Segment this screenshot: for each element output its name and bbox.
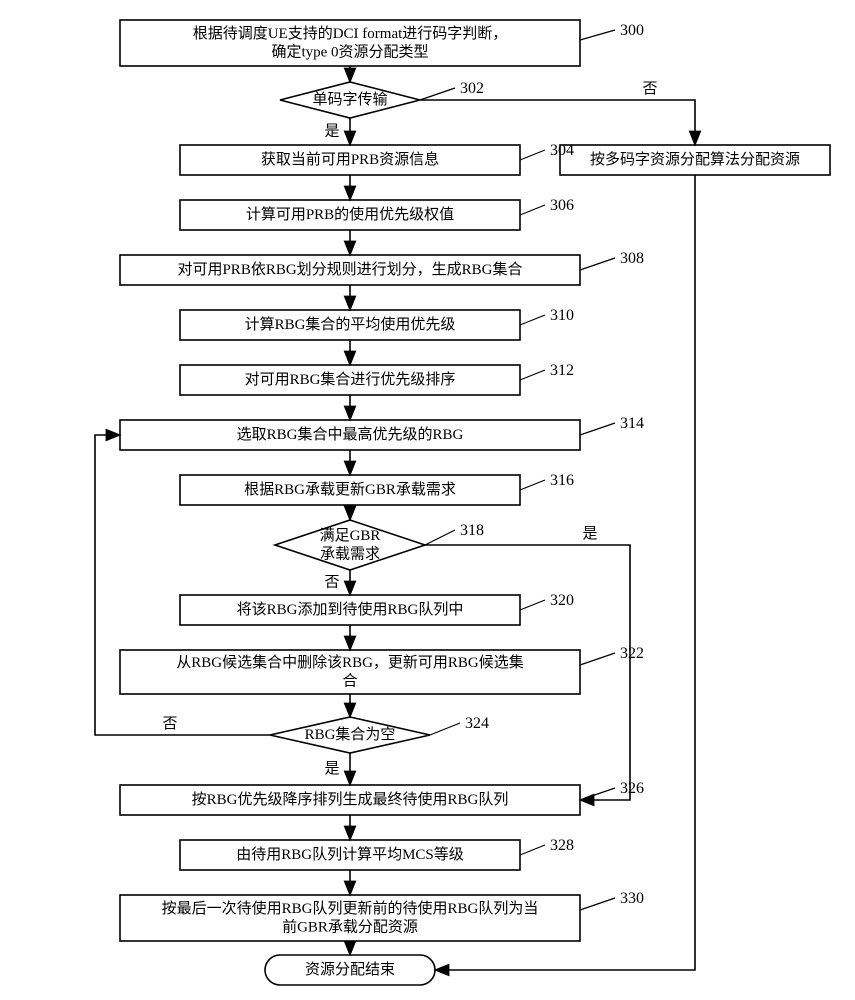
svg-text:单码字传输: 单码字传输 <box>312 91 387 108</box>
edge-label: 是 <box>582 526 597 542</box>
svg-text:从RBG候选集合中删除该RBG，更新可用RBG候选集: 从RBG候选集合中删除该RBG，更新可用RBG候选集 <box>176 654 524 671</box>
ref-number: 318 <box>460 522 484 539</box>
ref-number: 316 <box>550 472 574 489</box>
ref-number: 308 <box>620 250 644 267</box>
svg-text:按RBG优先级降序排列生成最终待使用RBG队列: 按RBG优先级降序排列生成最终待使用RBG队列 <box>192 791 509 808</box>
edge-label: 否 <box>642 81 657 97</box>
ref-number: 300 <box>620 22 644 39</box>
svg-text:合: 合 <box>342 673 357 690</box>
ref-number: 302 <box>460 80 484 97</box>
ref-number: 314 <box>620 415 644 432</box>
svg-text:RBG集合为空: RBG集合为空 <box>305 726 396 743</box>
ref-number: 330 <box>620 890 644 907</box>
ref-leader <box>580 423 615 435</box>
ref-leader <box>430 723 460 735</box>
ref-leader <box>580 258 615 270</box>
svg-text:按最后一次待使用RBG队列更新前的待使用RBG队列为当: 按最后一次待使用RBG队列更新前的待使用RBG队列为当 <box>162 900 539 917</box>
ref-number: 304 <box>550 142 574 159</box>
ref-leader <box>580 788 615 800</box>
ref-leader <box>580 30 615 40</box>
edge <box>420 100 695 145</box>
ref-leader <box>520 315 545 325</box>
ref-leader <box>580 653 615 665</box>
ref-number: 322 <box>620 645 644 662</box>
svg-text:前GBR承载分配资源: 前GBR承载分配资源 <box>282 919 418 936</box>
svg-text:对可用RBG集合进行优先级排序: 对可用RBG集合进行优先级排序 <box>245 371 456 388</box>
svg-text:根据RBG承载更新GBR承载需求: 根据RBG承载更新GBR承载需求 <box>244 481 456 498</box>
svg-text:计算可用PRB的使用优先级权值: 计算可用PRB的使用优先级权值 <box>246 205 454 223</box>
edge-label: 否 <box>162 716 177 732</box>
edge-label: 否 <box>324 575 339 591</box>
svg-text:将该RBG添加到待使用RBG队列中: 将该RBG添加到待使用RBG队列中 <box>237 601 464 618</box>
ref-leader <box>520 370 545 380</box>
ref-number: 306 <box>550 197 574 214</box>
svg-text:对可用PRB依RBG划分规则进行划分，生成RBG集合: 对可用PRB依RBG划分规则进行划分，生成RBG集合 <box>177 261 522 278</box>
edge-label: 是 <box>324 124 339 140</box>
ref-leader <box>520 600 545 610</box>
ref-number: 326 <box>620 780 644 797</box>
edge-label: 是 <box>324 761 339 777</box>
svg-text:选取RBG集合中最高优先级的RBG: 选取RBG集合中最高优先级的RBG <box>237 426 464 443</box>
ref-leader <box>520 845 545 855</box>
svg-text:资源分配结束: 资源分配结束 <box>305 961 395 978</box>
svg-text:由待用RBG队列计算平均MCS等级: 由待用RBG队列计算平均MCS等级 <box>236 845 464 863</box>
ref-leader <box>420 88 455 100</box>
ref-leader <box>580 898 615 910</box>
svg-text:满足GBR: 满足GBR <box>320 527 381 544</box>
flowchart: 根据待调度UE支持的DCI format进行码字判断， 确定type 0资源分配类… <box>0 0 855 1000</box>
svg-text:获取当前可用PRB资源信息: 获取当前可用PRB资源信息 <box>261 151 439 168</box>
ref-leader <box>520 150 545 160</box>
svg-text:计算RBG集合的平均使用优先级: 计算RBG集合的平均使用优先级 <box>245 315 456 333</box>
ref-number: 310 <box>550 307 574 324</box>
ref-leader <box>520 205 545 215</box>
ref-number: 328 <box>550 837 574 854</box>
svg-text:根据待调度UE支持的DCI format进行码字判断，: 根据待调度UE支持的DCI format进行码字判断， <box>193 25 508 42</box>
ref-number: 320 <box>550 592 574 609</box>
svg-text:承载需求: 承载需求 <box>320 546 380 563</box>
ref-number: 312 <box>550 362 574 379</box>
ref-leader <box>520 480 545 490</box>
svg-text:确定type 0资源分配类型: 确定type 0资源分配类型 <box>271 44 428 61</box>
svg-text:按多码字资源分配算法分配资源: 按多码字资源分配算法分配资源 <box>590 150 800 168</box>
ref-number: 324 <box>465 715 489 732</box>
ref-leader <box>425 530 455 545</box>
